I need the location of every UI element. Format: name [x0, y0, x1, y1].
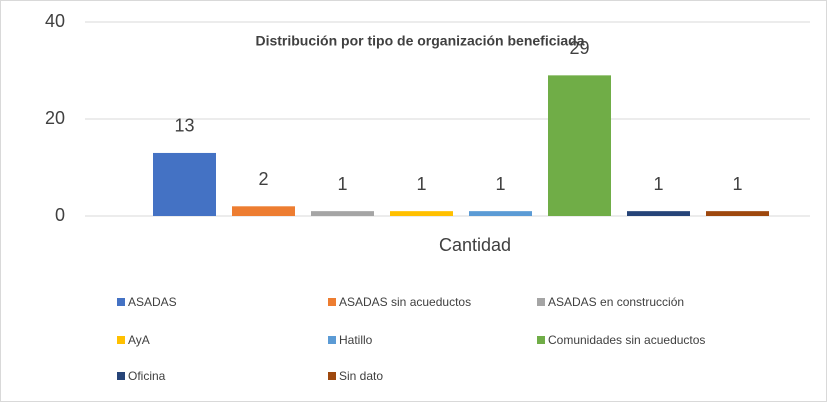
y-tick-label: 40 — [45, 11, 65, 31]
legend-swatch — [117, 372, 125, 380]
legend-swatch — [117, 298, 125, 306]
legend-swatch — [328, 372, 336, 380]
legend-label: Oficina — [128, 369, 166, 383]
data-label: 13 — [174, 116, 194, 136]
data-label: 1 — [416, 174, 426, 194]
data-label: 1 — [495, 174, 505, 194]
legend-swatch — [117, 336, 125, 344]
data-label: 2 — [258, 169, 268, 189]
data-label: 1 — [732, 174, 742, 194]
bar — [311, 211, 374, 216]
legend-label: ASADAS sin acueductos — [339, 295, 471, 309]
legend-swatch — [537, 336, 545, 344]
bar — [548, 75, 611, 216]
data-label: 1 — [653, 174, 663, 194]
y-tick-label: 0 — [55, 205, 65, 225]
bar — [706, 211, 769, 216]
legend-label: Hatillo — [339, 333, 373, 347]
bar — [627, 211, 690, 216]
data-label: 29 — [569, 38, 589, 58]
bar — [153, 152, 216, 216]
x-tick-label: Cantidad — [439, 235, 511, 255]
bar — [232, 206, 295, 216]
data-label: 1 — [337, 174, 347, 194]
bar — [469, 211, 532, 216]
bar — [390, 211, 453, 216]
legend-label: ASADAS en construcción — [548, 295, 684, 309]
legend-label: AyA — [128, 333, 150, 347]
y-tick-label: 20 — [45, 108, 65, 128]
legend-swatch — [328, 336, 336, 344]
legend-label: Sin dato — [339, 369, 383, 383]
legend-swatch — [328, 298, 336, 306]
legend-label: ASADAS — [128, 295, 177, 309]
legend-swatch — [537, 298, 545, 306]
legend-label: Comunidades sin acueductos — [548, 333, 705, 347]
chart-title: Distribución por tipo de organización be… — [255, 33, 584, 49]
